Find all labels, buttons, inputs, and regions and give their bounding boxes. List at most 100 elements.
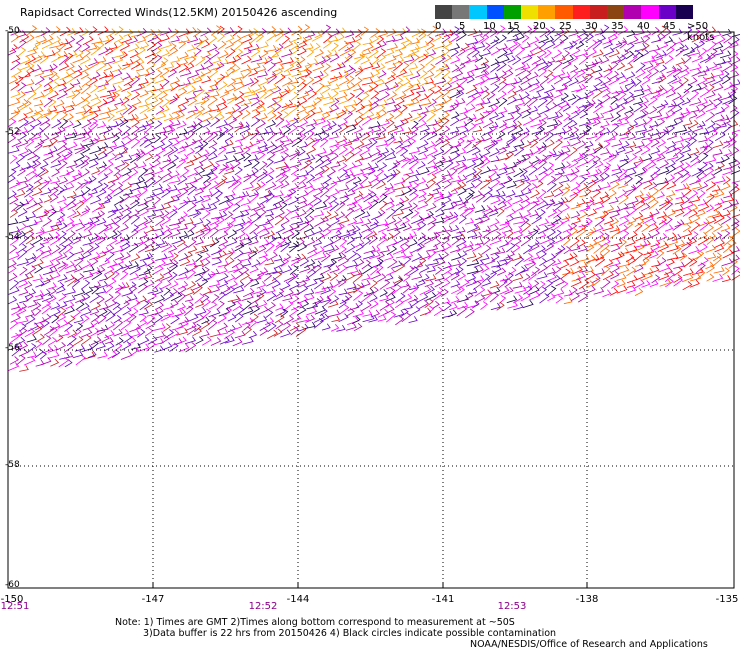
wind-barb bbox=[464, 104, 476, 113]
wind-barb bbox=[58, 154, 67, 163]
wind-barb bbox=[473, 259, 485, 268]
wind-barb bbox=[603, 140, 611, 149]
wind-barb bbox=[465, 42, 477, 51]
wind-barb bbox=[487, 91, 496, 100]
wind-barb bbox=[560, 146, 571, 155]
wind-barb bbox=[456, 155, 467, 163]
wind-barb bbox=[721, 230, 731, 240]
wind-barb bbox=[256, 100, 265, 109]
wind-barb bbox=[251, 159, 260, 169]
wind-barb bbox=[720, 182, 731, 191]
wind-barb bbox=[176, 272, 188, 280]
wind-barb bbox=[19, 55, 31, 65]
wind-barb bbox=[554, 188, 564, 198]
wind-barb bbox=[657, 41, 669, 50]
wind-barb bbox=[690, 105, 700, 113]
wind-barb bbox=[722, 140, 731, 149]
wind-barb bbox=[225, 111, 234, 121]
wind-barb bbox=[233, 77, 243, 85]
wind-barb bbox=[242, 317, 254, 325]
wind-barb bbox=[251, 109, 261, 119]
legend-label-35: 35 bbox=[611, 21, 624, 32]
wind-barb bbox=[688, 237, 697, 246]
wind-barb bbox=[401, 38, 413, 50]
wind-barb bbox=[129, 199, 140, 210]
wind-barb bbox=[385, 152, 397, 161]
wind-barb bbox=[673, 165, 685, 175]
wind-barb bbox=[154, 89, 164, 99]
wind-barb bbox=[609, 225, 620, 233]
wind-barb bbox=[303, 76, 315, 87]
wind-barb bbox=[592, 196, 604, 205]
wind-barb bbox=[474, 238, 484, 246]
wind-barb bbox=[265, 209, 274, 217]
wind-barb bbox=[696, 120, 706, 128]
wind-barb bbox=[51, 245, 61, 255]
wind-barb bbox=[323, 202, 333, 210]
wind-barb bbox=[248, 154, 259, 162]
wind-barb bbox=[242, 300, 253, 311]
wind-barb bbox=[480, 215, 490, 224]
wind-barb bbox=[314, 70, 324, 79]
wind-barb bbox=[91, 181, 103, 191]
wind-barb bbox=[624, 175, 633, 185]
wind-barb bbox=[528, 286, 540, 295]
wind-barb bbox=[298, 47, 307, 56]
wind-barb bbox=[370, 195, 380, 204]
wind-barb bbox=[17, 138, 29, 148]
wind-barb bbox=[403, 251, 414, 259]
wind-barb bbox=[233, 195, 244, 206]
wind-barb bbox=[200, 154, 209, 163]
wind-barb bbox=[681, 126, 693, 135]
wind-barb bbox=[289, 242, 299, 253]
wind-barb bbox=[715, 121, 727, 129]
wind-barb bbox=[658, 74, 667, 84]
wind-barb bbox=[104, 223, 113, 232]
wind-barb bbox=[511, 41, 521, 52]
wind-barb bbox=[281, 49, 293, 58]
wind-barb bbox=[707, 216, 717, 225]
wind-barb bbox=[520, 195, 530, 204]
wind-barb bbox=[368, 315, 378, 323]
wind-barb bbox=[473, 77, 486, 87]
wind-barb bbox=[578, 130, 588, 140]
wind-barb bbox=[689, 97, 702, 106]
wind-barb bbox=[625, 50, 635, 60]
wind-barb bbox=[59, 118, 69, 129]
wind-barb bbox=[634, 132, 646, 140]
wind-barb bbox=[96, 342, 106, 350]
wind-barb bbox=[283, 300, 294, 311]
wind-barb bbox=[666, 232, 677, 241]
wind-barb bbox=[232, 35, 242, 44]
wind-barb bbox=[200, 252, 211, 262]
wind-barb bbox=[528, 61, 540, 73]
wind-barb bbox=[649, 250, 659, 259]
wind-barb bbox=[603, 162, 612, 171]
wind-barb bbox=[176, 111, 185, 120]
wind-barb bbox=[347, 92, 356, 102]
wind-barb bbox=[183, 229, 195, 239]
wind-barb bbox=[371, 259, 383, 269]
wind-barb bbox=[403, 90, 415, 99]
wind-barb bbox=[176, 223, 188, 231]
wind-barb bbox=[543, 151, 554, 162]
wind-barb bbox=[643, 180, 653, 190]
wind-barb bbox=[371, 69, 381, 78]
wind-barb bbox=[282, 77, 293, 87]
wind-barb bbox=[616, 273, 627, 281]
wind-barb bbox=[395, 202, 405, 212]
wind-barb bbox=[97, 173, 109, 183]
wind-barb bbox=[330, 324, 340, 332]
wind-barb bbox=[528, 71, 539, 81]
wind-barb bbox=[395, 68, 408, 78]
wind-barb bbox=[450, 245, 461, 253]
wind-barb bbox=[713, 166, 723, 176]
wind-barb bbox=[32, 142, 43, 154]
wind-barb bbox=[625, 238, 636, 247]
wind-barb bbox=[145, 195, 155, 203]
wind-barb bbox=[113, 314, 122, 324]
wind-barb bbox=[347, 105, 357, 115]
wind-barb bbox=[450, 196, 463, 204]
wind-barb bbox=[497, 196, 506, 206]
wind-barb bbox=[41, 313, 52, 323]
